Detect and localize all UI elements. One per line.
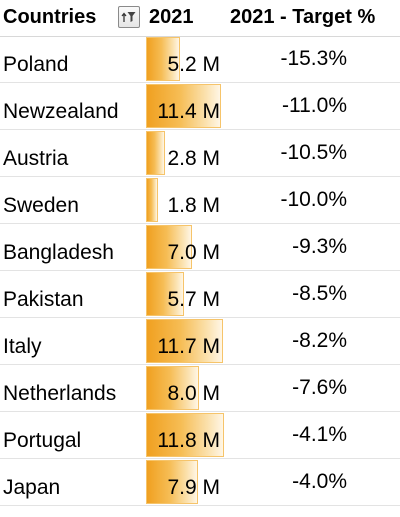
target-percent-cell[interactable]: -10.0% [280, 188, 347, 211]
databar-cell[interactable] [146, 130, 224, 176]
target-percent-cell[interactable]: -10.5% [280, 141, 347, 164]
databar [146, 178, 158, 222]
databar-cell[interactable] [146, 224, 224, 270]
table-row[interactable]: Poland 5.2 M -15.3% [0, 36, 400, 83]
table-row[interactable]: Netherlands 8.0 M -7.6% [0, 365, 400, 412]
databar-cell[interactable] [146, 459, 224, 505]
country-cell[interactable]: Austria [3, 147, 69, 170]
target-percent-cell[interactable]: -8.5% [292, 282, 347, 305]
target-percent-cell[interactable]: -9.3% [292, 235, 347, 258]
target-percent-cell[interactable]: -4.1% [292, 423, 347, 446]
databar [146, 272, 184, 316]
value-2021-cell: 11.4 M [157, 100, 220, 123]
country-cell[interactable]: Netherlands [3, 382, 117, 405]
target-percent-cell[interactable]: -11.0% [282, 94, 347, 117]
databar [146, 225, 192, 269]
table-row[interactable]: Sweden 1.8 M -10.0% [0, 177, 400, 224]
databar [146, 460, 198, 504]
sort-filter-button[interactable] [118, 6, 140, 28]
databar-cell[interactable] [146, 36, 224, 82]
sort-filter-icon [121, 12, 136, 22]
databar [146, 413, 224, 457]
value-2021-cell: 7.9 M [167, 476, 220, 499]
table-row[interactable]: Austria 2.8 M -10.5% [0, 130, 400, 177]
databar [146, 37, 180, 81]
value-2021-cell: 1.8 M [167, 194, 220, 217]
value-2021-cell: 2.8 M [167, 147, 220, 170]
databar-cell[interactable] [146, 177, 224, 223]
country-cell[interactable]: Japan [3, 476, 61, 499]
table-row[interactable]: Newzealand 11.4 M -11.0% [0, 83, 400, 130]
country-cell[interactable]: Sweden [3, 194, 79, 217]
table-row[interactable]: Japan 7.9 M -4.0% [0, 459, 400, 506]
column-header-target-percent[interactable]: 2021 - Target % [230, 6, 376, 28]
databar [146, 319, 223, 363]
country-cell[interactable]: Portugal [3, 429, 82, 452]
target-percent-cell[interactable]: -8.2% [292, 329, 347, 352]
value-2021-cell: 7.0 M [167, 241, 220, 264]
value-2021-cell: 11.8 M [157, 429, 220, 452]
table-body: Poland 5.2 M -15.3% Newzealand 11.4 M -11.0% A… [0, 36, 400, 506]
databar-cell[interactable] [146, 271, 224, 317]
table-row[interactable]: Bangladesh 7.0 M -9.3% [0, 224, 400, 271]
databar [146, 131, 165, 175]
databar-cell[interactable] [146, 412, 224, 458]
target-percent-cell[interactable]: -15.3% [280, 47, 347, 70]
databar-cell[interactable] [146, 365, 224, 411]
table-row[interactable]: Italy 11.7 M -8.2% [0, 318, 400, 365]
country-cell[interactable]: Pakistan [3, 288, 84, 311]
value-2021-cell: 11.7 M [157, 335, 220, 358]
databar [146, 84, 221, 128]
column-header-countries[interactable]: Countries [3, 6, 97, 28]
databar-cell[interactable] [146, 318, 224, 364]
country-cell[interactable]: Newzealand [3, 100, 119, 123]
databar-cell[interactable] [146, 83, 224, 129]
column-header-2021[interactable]: 2021 [149, 6, 194, 28]
table-row[interactable]: Portugal 11.8 M -4.1% [0, 412, 400, 459]
value-2021-cell: 8.0 M [167, 382, 220, 405]
country-cell[interactable]: Italy [3, 335, 42, 358]
value-2021-cell: 5.2 M [167, 53, 220, 76]
target-percent-cell[interactable]: -7.6% [292, 376, 347, 399]
table-header: Countries 2021 2021 - Target % [0, 0, 400, 37]
country-cell[interactable]: Poland [3, 53, 69, 76]
databar [146, 366, 199, 410]
value-2021-cell: 5.7 M [167, 288, 220, 311]
table-row[interactable]: Pakistan 5.7 M -8.5% [0, 271, 400, 318]
country-cell[interactable]: Bangladesh [3, 241, 114, 264]
target-percent-cell[interactable]: -4.0% [292, 470, 347, 493]
